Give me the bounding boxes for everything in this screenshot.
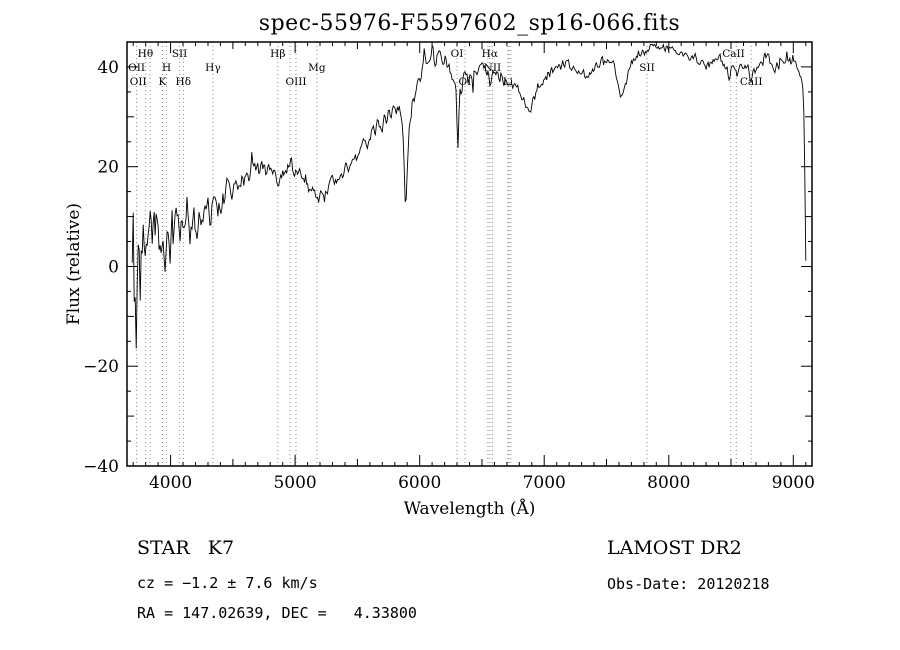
x-axis-label: Wavelength (Å) (403, 499, 536, 519)
obs-date-label: Obs-Date: 20120218 (607, 575, 770, 593)
spectral-line-label: SII (639, 62, 655, 74)
radial-velocity-label: cz = −1.2 ± 7.6 km/s (137, 574, 318, 592)
y-axis-label: Flux (relative) (64, 202, 84, 326)
x-tick-label: 9000 (772, 473, 815, 493)
object-class-label: STAR K7 (137, 537, 235, 559)
spectrum-trace (131, 42, 807, 349)
spectral-line-label: Hδ (176, 76, 191, 88)
x-tick-label: 4000 (149, 473, 192, 493)
spectral-line-label: OI (451, 48, 464, 60)
plot-title: spec-55976-F5597602_sp16-066.fits (258, 11, 681, 36)
spectral-line-label: OII (128, 62, 145, 74)
y-tick-label: −40 (83, 457, 119, 477)
y-tick-label: 20 (97, 158, 119, 178)
spectral-line-label: H (162, 62, 171, 74)
spectral-line-label: Hα (482, 48, 498, 60)
x-tick-label: 7000 (523, 473, 566, 493)
spectral-line-label: Hγ (205, 62, 220, 74)
x-tick-label: 8000 (647, 473, 690, 493)
spectral-line-label: OI (459, 76, 472, 88)
y-tick-label: 0 (108, 258, 119, 278)
spectral-line-label: SII (172, 48, 188, 60)
spectral-line-label: Hθ (138, 48, 153, 60)
plot-frame (126, 41, 813, 467)
spectral-line-label: OIII (285, 76, 306, 88)
y-tick-label: 40 (97, 58, 119, 78)
spectral-line-label: OII (130, 76, 147, 88)
survey-label: LAMOST DR2 (607, 537, 742, 559)
spectral-line-label: K (158, 76, 166, 88)
spectral-line-label: Li (503, 76, 514, 88)
spectral-line-label: CaII (722, 48, 745, 60)
x-tick-label: 5000 (273, 473, 316, 493)
spectral-line-label: Hβ (270, 48, 285, 60)
y-tick-label: −20 (83, 357, 119, 377)
spectral-line-label: Mg (308, 62, 326, 74)
coordinates-label: RA = 147.02639, DEC = 4.33800 (137, 604, 417, 622)
x-tick-label: 6000 (398, 473, 441, 493)
